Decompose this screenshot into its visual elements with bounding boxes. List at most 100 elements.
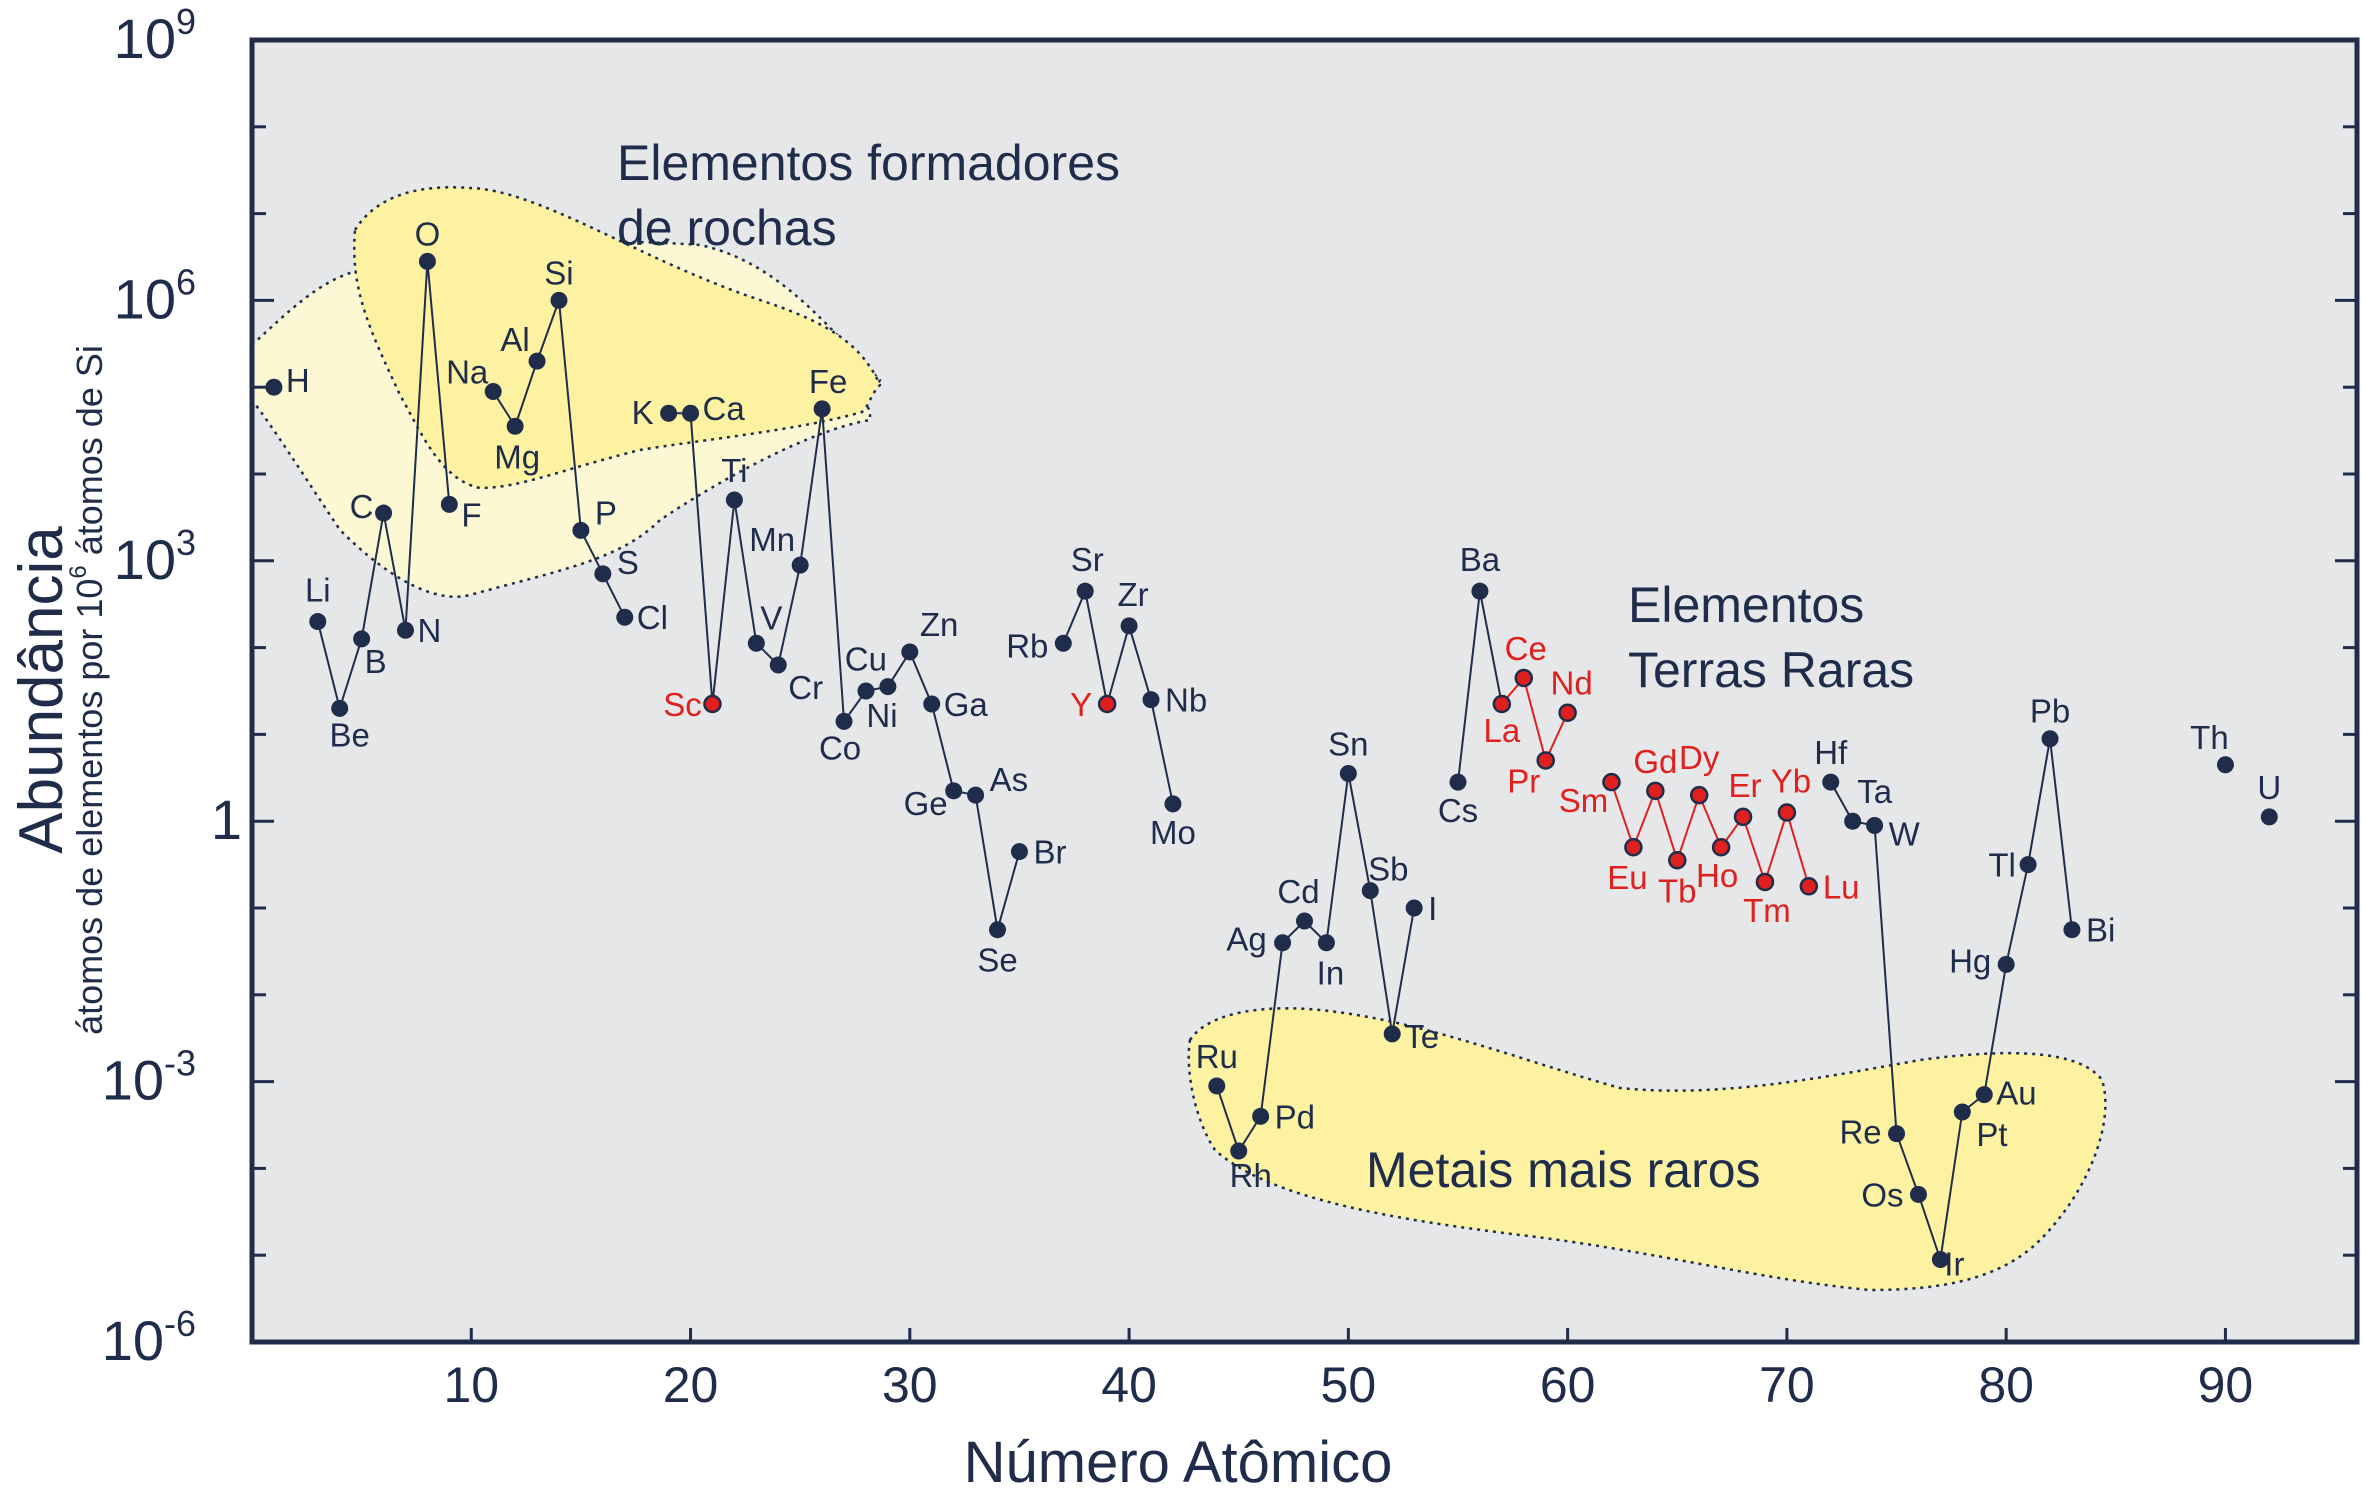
y-tick-base: 10	[114, 7, 176, 70]
rarest-metals-region	[1187, 1007, 2107, 1292]
x-tick-label-60: 60	[1540, 1357, 1596, 1413]
label-ni: Ni	[866, 697, 897, 734]
point-sb	[1361, 882, 1379, 900]
point-in	[1317, 934, 1335, 952]
y-tick-label: 10-3	[102, 1043, 196, 1112]
label-yb: Yb	[1771, 763, 1811, 800]
point-zn	[901, 643, 919, 661]
point-lu	[1799, 877, 1819, 896]
y-tick-base: 10	[114, 528, 176, 591]
y-subtitle-sup: 6	[65, 565, 92, 578]
rarest-metals-label: Metais mais raros	[1366, 1142, 1761, 1198]
point-co	[835, 712, 853, 730]
label-pd: Pd	[1275, 1098, 1315, 1135]
point-dy	[1689, 785, 1709, 805]
point-cs	[1449, 773, 1467, 791]
label-sr: Sr	[1071, 541, 1104, 578]
point-ta	[1844, 812, 1862, 830]
label-al: Al	[500, 321, 529, 358]
point-gd	[1646, 781, 1665, 801]
label-ge: Ge	[904, 785, 948, 822]
label-tm: Tm	[1743, 892, 1791, 929]
x-tick-label-10: 10	[443, 1357, 499, 1413]
label-cd: Cd	[1277, 873, 1319, 910]
label-tl: Tl	[1988, 847, 2016, 884]
rock-forming-label-line1: Elementos formadores	[617, 135, 1120, 191]
point-b	[353, 630, 371, 648]
label-ce: Ce	[1505, 630, 1547, 667]
label-ru: Ru	[1196, 1038, 1238, 1075]
point-ba	[1471, 582, 1489, 600]
rare-earth-label-line2: Terras Raras	[1628, 642, 1914, 698]
point-nd	[1558, 703, 1577, 722]
label-bi: Bi	[2086, 912, 2115, 949]
label-f: F	[461, 496, 481, 533]
x-tick-label-90: 90	[2198, 1357, 2254, 1413]
point-sr	[1076, 582, 1094, 600]
point-pt	[1953, 1103, 1971, 1121]
label-b: B	[365, 643, 387, 680]
x-tick-label-30: 30	[882, 1357, 938, 1413]
y-tick-base: 1	[211, 788, 242, 851]
element-labels: H Li Be B C N O F Na Mg Al Si PS Cl K Ca Sc Ti VCr Mn Fe CoNi…	[286, 215, 2281, 1282]
label-dy: Dy	[1679, 739, 1720, 776]
point-la	[1492, 694, 1512, 714]
point-ge	[945, 782, 963, 800]
y-tick-exponent: 9	[176, 1, 196, 42]
y-tick-label: 1	[211, 788, 242, 851]
label-c: C	[350, 488, 374, 525]
label-hg: Hg	[1949, 942, 1991, 979]
label-li: Li	[305, 572, 331, 609]
label-p: P	[595, 494, 617, 531]
label-re: Re	[1839, 1114, 1881, 1151]
label-ga: Ga	[944, 686, 989, 723]
point-nb	[1142, 691, 1160, 709]
y-subtitle-prefix: átomos de elementos por 10	[69, 579, 110, 1035]
y-tick-exponent: -3	[164, 1043, 196, 1084]
rock-forming-label-line2: de rochas	[617, 200, 837, 256]
label-zn: Zn	[920, 606, 959, 643]
point-se	[989, 921, 1007, 939]
point-mo	[1164, 795, 1182, 813]
point-k	[660, 404, 678, 422]
point-f	[440, 495, 458, 513]
label-la: La	[1483, 712, 1520, 749]
label-hf: Hf	[1814, 734, 1848, 771]
point-o	[418, 252, 436, 270]
label-cr: Cr	[788, 669, 823, 706]
y-tick-base: 10	[114, 267, 176, 330]
point-h	[265, 378, 283, 396]
x-tick-label-80: 80	[1978, 1357, 2034, 1413]
x-tick-label-50: 50	[1321, 1357, 1377, 1413]
point-ni	[857, 682, 875, 700]
label-se: Se	[977, 942, 1017, 979]
point-rh	[1230, 1142, 1248, 1160]
label-os: Os	[1861, 1176, 1903, 1213]
point-cu	[879, 678, 897, 696]
y-tick-base: 10	[102, 1309, 164, 1372]
point-os	[1909, 1185, 1927, 1203]
label-cl: Cl	[637, 599, 668, 636]
label-fe: Fe	[809, 363, 848, 400]
point-ca	[682, 404, 700, 422]
label-ca: Ca	[703, 390, 746, 427]
point-rb	[1054, 634, 1072, 652]
label-lu: Lu	[1823, 868, 1860, 905]
point-ti	[725, 491, 743, 509]
point-re	[1888, 1125, 1906, 1143]
point-pb	[2041, 730, 2059, 748]
point-w	[1866, 817, 1884, 835]
label-mn: Mn	[749, 521, 795, 558]
point-si	[550, 291, 568, 309]
point-c	[375, 504, 393, 522]
y-tick-base: 10	[102, 1049, 164, 1112]
point-as	[967, 786, 985, 804]
label-gd: Gd	[1633, 743, 1677, 780]
point-tl	[2019, 856, 2037, 874]
label-rh: Rh	[1230, 1157, 1272, 1194]
x-tick-label-40: 40	[1101, 1357, 1157, 1413]
label-sm: Sm	[1559, 782, 1609, 819]
point-v	[747, 634, 765, 652]
label-au: Au	[1996, 1075, 2036, 1112]
point-ir	[1931, 1251, 1949, 1269]
